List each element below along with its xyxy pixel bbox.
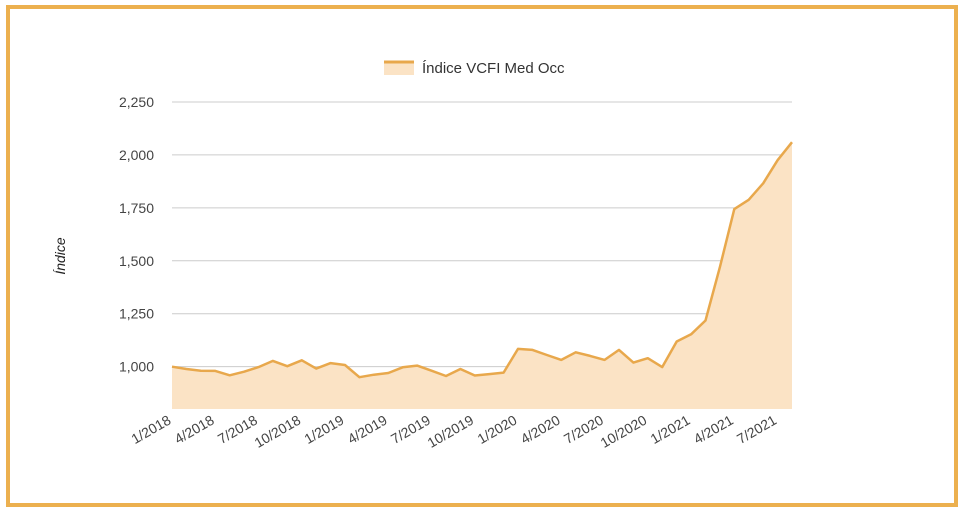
y-tick-label: 2,000 xyxy=(119,147,154,163)
y-tick-label: 2,250 xyxy=(119,94,154,110)
y-tick-label: 1,250 xyxy=(119,306,154,322)
legend-swatch xyxy=(384,62,414,75)
x-tick-label: 1/2019 xyxy=(301,412,346,447)
x-tick-label: 1/2018 xyxy=(128,412,173,447)
x-tick-label: 4/2020 xyxy=(518,412,563,447)
x-tick-label: 1/2021 xyxy=(647,412,692,447)
x-tick-label: 4/2019 xyxy=(345,412,390,447)
y-axis-title: Índice xyxy=(52,237,68,275)
y-axis-ticks: 1,000 1,250 1,500 1,750 2,000 2,250 xyxy=(119,94,154,375)
x-axis-ticks: 1/20184/20187/201810/20181/20194/20197/2… xyxy=(128,412,779,451)
series-line xyxy=(171,141,793,379)
x-tick-label: 1/2020 xyxy=(474,412,519,447)
x-tick-label: 10/2018 xyxy=(251,412,303,451)
chart-frame xyxy=(6,5,958,507)
x-tick-label: 4/2018 xyxy=(172,412,217,447)
legend[interactable]: Índice VCFI Med Occ xyxy=(384,60,565,77)
x-tick-label: 10/2020 xyxy=(597,412,649,451)
legend-label: Índice VCFI Med Occ xyxy=(422,60,565,77)
series-area-fill xyxy=(172,142,792,409)
x-tick-label: 10/2019 xyxy=(424,412,476,451)
y-tick-label: 1,750 xyxy=(119,200,154,216)
y-tick-label: 1,000 xyxy=(119,359,154,375)
x-tick-label: 4/2021 xyxy=(691,412,736,447)
x-tick-label: 7/2021 xyxy=(734,412,779,447)
y-tick-label: 1,500 xyxy=(119,253,154,269)
